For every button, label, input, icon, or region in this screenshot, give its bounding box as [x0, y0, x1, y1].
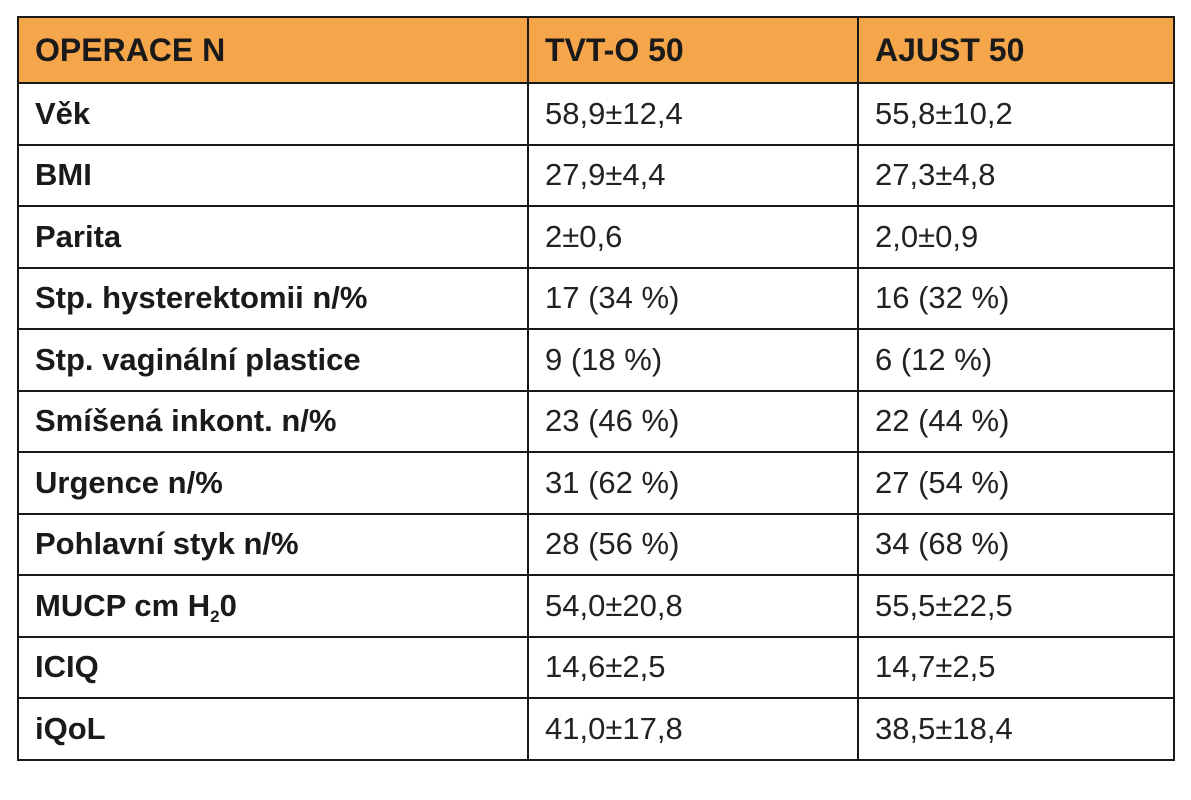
row-label: ICIQ — [17, 635, 529, 699]
table-row: Pohlavní styk n/% 28 (56 %) 34 (68 %) — [17, 512, 1175, 576]
tvt-o-value: 31 (62 %) — [527, 451, 859, 515]
tvt-o-value: 23 (46 %) — [527, 389, 859, 453]
ajust-value: 55,5±22,5 — [857, 574, 1175, 638]
row-label: Pohlavní styk n/% — [17, 512, 529, 576]
tvt-o-value: 28 (56 %) — [527, 512, 859, 576]
row-label: Smíšená inkont. n/% — [17, 389, 529, 453]
ajust-value: 27,3±4,8 — [857, 143, 1175, 207]
row-label-mucp: MUCP cm H20 — [17, 574, 529, 638]
ajust-value: 38,5±18,4 — [857, 697, 1175, 761]
row-label: Stp. hysterektomii n/% — [17, 266, 529, 330]
table-row: MUCP cm H20 54,0±20,8 55,5±22,5 — [17, 574, 1175, 638]
tvt-o-value: 54,0±20,8 — [527, 574, 859, 638]
ajust-value: 16 (32 %) — [857, 266, 1175, 330]
row-label: Stp. vaginální plastice — [17, 328, 529, 392]
row-label: Parita — [17, 205, 529, 269]
data-table: OPERACE N TVT-O 50 AJUST 50 Věk 58,9±12,… — [17, 16, 1175, 761]
table-row: Parita 2±0,6 2,0±0,9 — [17, 205, 1175, 269]
tvt-o-value: 27,9±4,4 — [527, 143, 859, 207]
mucp-label-text: MUCP cm H — [35, 587, 211, 623]
mucp-subscript: 2 — [210, 606, 220, 626]
tvt-o-value: 14,6±2,5 — [527, 635, 859, 699]
table-row: iQoL 41,0±17,8 38,5±18,4 — [17, 697, 1175, 761]
tvt-o-value: 2±0,6 — [527, 205, 859, 269]
table-row: Urgence n/% 31 (62 %) 27 (54 %) — [17, 451, 1175, 515]
row-label: Urgence n/% — [17, 451, 529, 515]
ajust-value: 55,8±10,2 — [857, 82, 1175, 146]
header-cell-ajust: AJUST 50 — [857, 16, 1175, 84]
ajust-value: 27 (54 %) — [857, 451, 1175, 515]
table-row: Smíšená inkont. n/% 23 (46 %) 22 (44 %) — [17, 389, 1175, 453]
table-row: BMI 27,9±4,4 27,3±4,8 — [17, 143, 1175, 207]
ajust-value: 2,0±0,9 — [857, 205, 1175, 269]
table-header: OPERACE N TVT-O 50 AJUST 50 — [17, 16, 1175, 84]
row-label: BMI — [17, 143, 529, 207]
header-row: OPERACE N TVT-O 50 AJUST 50 — [17, 16, 1175, 84]
ajust-value: 22 (44 %) — [857, 389, 1175, 453]
tvt-o-value: 41,0±17,8 — [527, 697, 859, 761]
table-row: Stp. vaginální plastice 9 (18 %) 6 (12 %… — [17, 328, 1175, 392]
header-cell-tvt-o: TVT-O 50 — [527, 16, 859, 84]
mucp-label-suffix: 0 — [219, 587, 237, 623]
tvt-o-value: 9 (18 %) — [527, 328, 859, 392]
table-row: ICIQ 14,6±2,5 14,7±2,5 — [17, 635, 1175, 699]
ajust-value: 6 (12 %) — [857, 328, 1175, 392]
row-label: Věk — [17, 82, 529, 146]
header-cell-operace: OPERACE N — [17, 16, 529, 84]
tvt-o-value: 17 (34 %) — [527, 266, 859, 330]
ajust-value: 34 (68 %) — [857, 512, 1175, 576]
table-row: Stp. hysterektomii n/% 17 (34 %) 16 (32 … — [17, 266, 1175, 330]
ajust-value: 14,7±2,5 — [857, 635, 1175, 699]
table-body: Věk 58,9±12,4 55,8±10,2 BMI 27,9±4,4 27,… — [17, 82, 1175, 761]
tvt-o-value: 58,9±12,4 — [527, 82, 859, 146]
row-label: iQoL — [17, 697, 529, 761]
table-row: Věk 58,9±12,4 55,8±10,2 — [17, 82, 1175, 146]
